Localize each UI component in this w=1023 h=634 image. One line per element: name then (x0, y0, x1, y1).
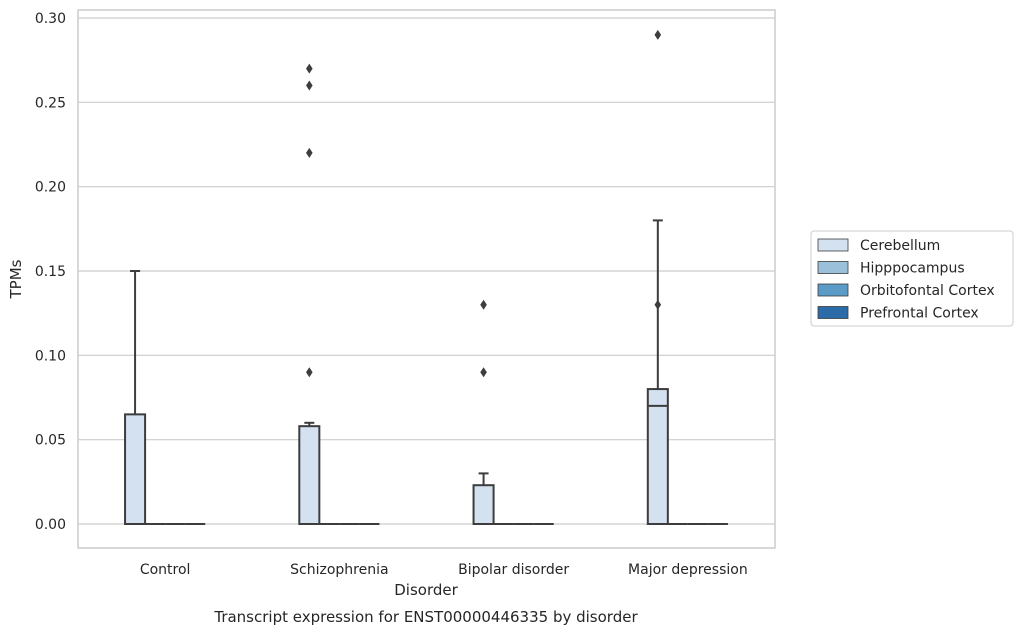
y-tick-label: 0.00 (35, 517, 66, 533)
x-tick-label: Control (140, 562, 191, 578)
outlier-point (306, 367, 313, 378)
y-tick-label: 0.05 (35, 433, 66, 449)
legend-label: Orbitofontal Cortex (860, 283, 995, 299)
plot-area-frame (77, 9, 776, 549)
y-tick-label: 0.20 (35, 180, 66, 196)
legend-frame (810, 230, 1014, 327)
outlier-point (654, 29, 662, 40)
x-tick-label: Major depression (628, 562, 748, 578)
y-axis-ticks: 0.00 0.05 0.10 0.15 0.20 0.25 0.30 (35, 11, 66, 533)
legend-swatch (817, 306, 849, 319)
outlier-point (306, 63, 313, 74)
outlier-point (480, 299, 487, 310)
x-tick-label: Bipolar disorder (458, 562, 569, 578)
y-tick-label: 0.10 (35, 348, 66, 364)
legend: Cerebellum Hipppocampus Orbitofontal Corte… (810, 230, 1014, 327)
legend-label: Prefrontal Cortex (860, 306, 979, 322)
y-tick-label: 0.30 (35, 11, 66, 27)
y-tick-label: 0.15 (35, 264, 66, 280)
outlier-point (306, 80, 313, 91)
iqr-box (646, 388, 669, 526)
iqr-box (472, 484, 495, 525)
x-tick-label: Schizophrenia (290, 562, 388, 578)
outlier-point (480, 367, 487, 378)
y-tick-label: 0.25 (35, 95, 66, 111)
legend-label: Cerebellum (860, 238, 940, 254)
legend-swatch (817, 261, 849, 274)
legend-swatch (817, 238, 849, 252)
box-series (124, 29, 728, 526)
iqr-box (124, 413, 147, 525)
iqr-box (298, 425, 321, 526)
legend-label: Hipppocampus (860, 261, 965, 277)
x-axis-ticks: Control Schizophrenia Bipolar disorder Majo… (140, 562, 748, 578)
box-cerebellum (646, 29, 669, 526)
outlier-point (654, 299, 662, 310)
box-cerebellum (472, 299, 495, 525)
chart-caption: Transcript expression for ENST0000044633… (213, 608, 638, 626)
x-axis-title: Disorder (394, 581, 458, 599)
outlier-point (306, 147, 313, 158)
box-cerebellum (124, 270, 147, 525)
y-axis-title: TPMs (7, 259, 25, 299)
legend-swatch (817, 283, 849, 297)
box-cerebellum (298, 63, 321, 526)
gridlines (78, 17, 775, 525)
